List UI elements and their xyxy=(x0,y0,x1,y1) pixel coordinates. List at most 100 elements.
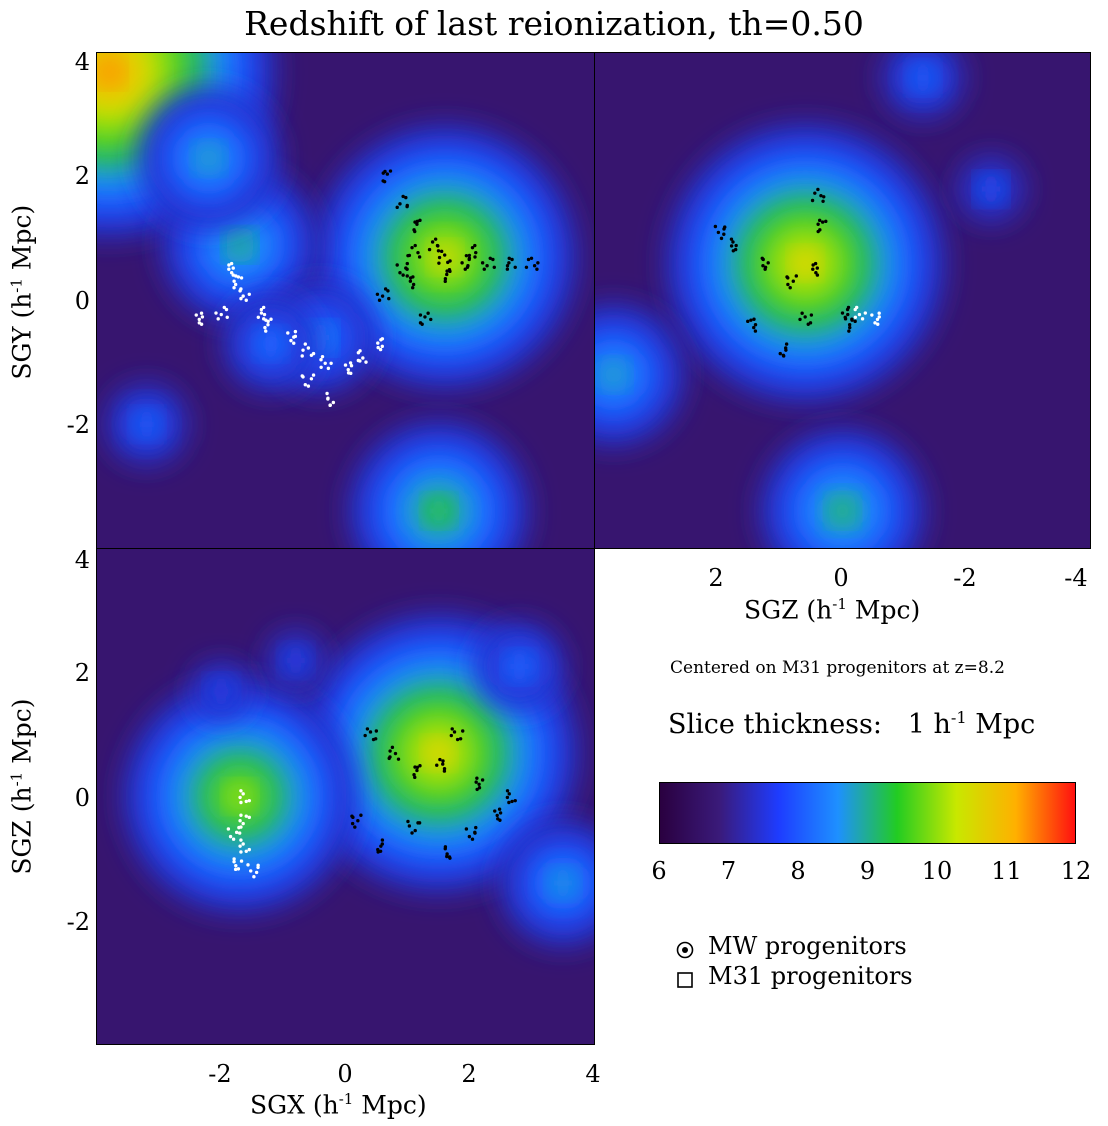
m31-progenitor-point xyxy=(383,287,388,291)
m31-progenitor-point xyxy=(475,776,479,780)
m31-progenitor-point xyxy=(498,818,502,822)
m31-progenitor-point xyxy=(480,261,485,265)
m31-progenitor-point xyxy=(465,265,470,269)
m31-progenitor-point xyxy=(448,856,452,860)
m31-progenitor-point xyxy=(785,275,789,279)
mw-progenitor-point xyxy=(380,344,384,349)
mw-progenitor-point xyxy=(259,311,264,315)
y-tick-bottom-2: 2 xyxy=(74,659,90,687)
mw-progenitor-point xyxy=(239,800,243,805)
x-tick-sgz-m2: -2 xyxy=(953,564,977,592)
m31-progenitor-point xyxy=(753,329,758,333)
m31-progenitor-point xyxy=(398,202,402,206)
m31-progenitor-point xyxy=(436,249,441,253)
m31-progenitor-point xyxy=(412,228,416,232)
m31-progenitor-point xyxy=(813,261,818,266)
m31-progenitor-point xyxy=(806,322,810,326)
m31-progenitor-point xyxy=(840,311,845,315)
reionization-peak xyxy=(832,500,853,521)
m31-progenitor-point xyxy=(373,737,378,741)
mw-progenitor-point xyxy=(232,860,236,864)
mw-progenitor-point xyxy=(263,325,267,330)
mw-progenitor-point xyxy=(239,838,243,842)
m31-progenitor-point xyxy=(417,255,422,259)
m31-progenitor-point xyxy=(449,733,454,738)
x-tick-sgx-2: 2 xyxy=(461,1060,477,1088)
mw-progenitor-point xyxy=(876,322,880,326)
m31-progenitor-point xyxy=(783,346,788,350)
y-axis-label-sgy: SGY (h-1 Mpc) xyxy=(7,204,37,380)
mw-progenitor-point xyxy=(234,274,238,278)
m31-progenitor-point xyxy=(378,849,383,853)
m31-progenitor-point xyxy=(488,256,492,260)
m31-progenitor-point xyxy=(429,317,433,322)
m31-progenitor-point xyxy=(448,269,452,274)
mw-progenitor-point xyxy=(233,282,238,287)
mw-progenitor-point xyxy=(331,400,336,405)
mw-progenitor-point xyxy=(873,321,877,325)
mw-progenitor-point xyxy=(234,830,239,835)
mw-progenitor-point xyxy=(293,329,298,334)
m31-progenitor-point xyxy=(406,253,410,258)
m31-progenitor-point xyxy=(746,319,750,324)
mw-progenitor-point xyxy=(254,870,259,875)
y-tick-bottom-4: 4 xyxy=(74,546,90,574)
m31-progenitor-point xyxy=(505,264,510,268)
reionization-peak xyxy=(99,61,120,82)
mw-progenitor-point xyxy=(239,859,244,863)
slice-thickness-label: Slice thickness: 1 h-1 Mpc xyxy=(668,708,1036,740)
mw-progenitor-point xyxy=(378,347,383,352)
m31-progenitor-point xyxy=(420,322,424,326)
m31-progenitor-point xyxy=(418,313,423,317)
mw-progenitor-point xyxy=(269,317,273,321)
m31-progenitor-point xyxy=(353,825,357,829)
m31-progenitor-point xyxy=(800,311,804,315)
colorbar-tick: 10 xyxy=(921,857,953,885)
mw-progenitor-point xyxy=(320,354,325,359)
m31-progenitor-point xyxy=(455,737,460,742)
y-tick-top-2: 2 xyxy=(74,162,90,190)
reionization-peak xyxy=(428,500,449,521)
m31-progenitor-point xyxy=(507,261,511,265)
m31-progenitor-point xyxy=(410,286,415,290)
m31-progenitor-point xyxy=(846,312,850,317)
mw-progenitor-point xyxy=(249,869,253,873)
m31-progenitor-point xyxy=(470,245,475,250)
mw-progenitor-point xyxy=(266,319,270,324)
m31-progenitor-point xyxy=(719,236,724,241)
mw-progenitor-point xyxy=(292,341,296,345)
m31-progenitor-point xyxy=(415,219,420,224)
centering-annotation: Centered on M31 progenitors at z=8.2 xyxy=(670,658,1005,678)
m31-progenitor-point xyxy=(461,729,465,733)
mw-progenitor-point xyxy=(247,815,251,820)
m31-progenitor-point xyxy=(443,845,448,849)
mw-progenitor-point xyxy=(326,366,331,371)
m31-progenitor-point xyxy=(510,257,514,262)
mw-progenitor-point xyxy=(227,263,231,267)
panel-sgz-sgy xyxy=(594,52,1091,549)
mw-progenitor-point xyxy=(237,831,242,835)
m31-progenitor-point xyxy=(734,243,738,248)
m31-progenitor-point xyxy=(507,256,511,260)
y-tick-top-0: 0 xyxy=(74,287,90,315)
m31-progenitor-point xyxy=(435,763,439,767)
mw-progenitor-point xyxy=(364,360,368,364)
m31-progenitor-point xyxy=(778,351,782,356)
mw-progenitor-point xyxy=(380,337,385,341)
m31-progenitor-point xyxy=(380,838,385,842)
m31-progenitor-point xyxy=(821,199,825,203)
m31-progenitor-point xyxy=(467,253,472,258)
mw-progenitor-point xyxy=(877,315,881,319)
m31-progenitor-point xyxy=(416,250,420,255)
legend-m31: M31 progenitors xyxy=(676,962,913,990)
mw-progenitor-point xyxy=(306,384,311,388)
m31-progenitor-point xyxy=(536,261,540,265)
mw-progenitor-point xyxy=(236,275,241,279)
m31-progenitor-point xyxy=(411,282,416,287)
m31-progenitor-point xyxy=(437,255,442,260)
m31-progenitor-point xyxy=(416,821,420,825)
m31-progenitor-point xyxy=(401,273,405,277)
m31-progenitor-point xyxy=(423,315,427,319)
mw-progenitor-point xyxy=(348,361,353,365)
mw-progenitor-point xyxy=(225,315,229,320)
